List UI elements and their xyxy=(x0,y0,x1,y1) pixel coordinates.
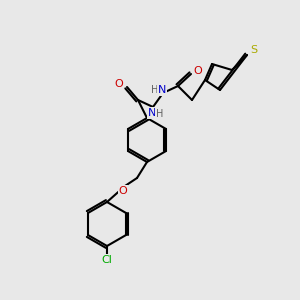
Text: N: N xyxy=(158,85,166,95)
Text: O: O xyxy=(118,186,127,196)
Text: H: H xyxy=(156,109,164,119)
Text: N: N xyxy=(148,108,156,118)
Text: Cl: Cl xyxy=(102,255,112,265)
Text: O: O xyxy=(194,66,202,76)
Text: O: O xyxy=(115,79,123,89)
Text: S: S xyxy=(250,45,258,55)
Text: H: H xyxy=(151,85,159,95)
